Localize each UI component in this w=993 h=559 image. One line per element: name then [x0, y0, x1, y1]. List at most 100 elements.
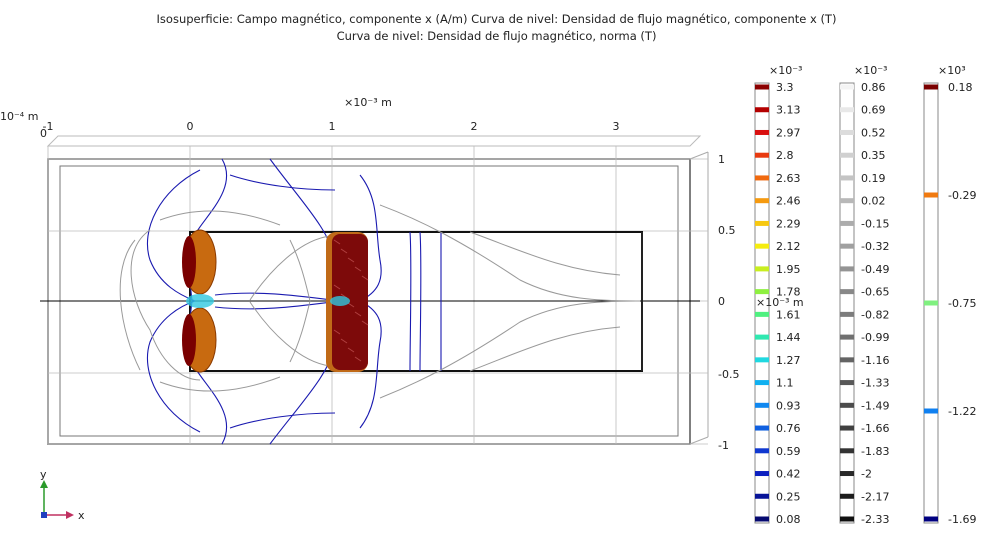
colorbar-label: -2.17 [861, 490, 889, 503]
colorbar-swatch [755, 471, 769, 477]
colorbar-swatch [755, 129, 769, 135]
colorbar-label: -1.66 [861, 422, 889, 435]
colorbar-label: 0.52 [861, 126, 886, 139]
isosurface-texture [333, 284, 341, 290]
colorbar-label: 0.35 [861, 149, 886, 162]
norm-contour [289, 300, 311, 363]
colorbar-swatch [840, 448, 854, 454]
triad-x-label: x [78, 509, 85, 522]
bx-contour [229, 412, 336, 429]
colorbar-label: 1.1 [776, 377, 794, 390]
bx-contour [409, 231, 412, 372]
colorbar-swatch [840, 516, 854, 522]
colorbar-swatch [840, 289, 854, 295]
colorbar-swatch [755, 266, 769, 272]
isosurface-texture [361, 320, 369, 326]
norm-contour [469, 231, 621, 276]
colorbar-label: 0.02 [861, 195, 886, 208]
norm-contour [159, 376, 281, 392]
colorbar-swatch [840, 380, 854, 386]
colorbar-label: 2.12 [776, 240, 801, 253]
colorbar-swatch [755, 357, 769, 363]
isosurface-texture [340, 248, 348, 254]
frame-top-face [46, 135, 702, 147]
colorbar-swatch [840, 471, 854, 477]
triad-x-arrow [66, 511, 74, 519]
colorbar-swatch [840, 357, 854, 363]
axis-triad: yx [40, 468, 85, 522]
colorbar-label: 0.42 [776, 468, 801, 481]
y-tick-label-left: 0 [40, 127, 47, 140]
frame-edge [689, 151, 709, 160]
bx-contour [146, 300, 201, 433]
colorbar-label: -1.22 [948, 405, 976, 418]
isosurface-left-upper-core [182, 236, 196, 288]
norm-contour [159, 210, 281, 226]
colorbar-exponent: ×10³ [938, 64, 966, 77]
isosurface-left-lower-core [182, 314, 196, 366]
colorbar-label: 0.93 [776, 399, 801, 412]
x-tick-label: 1 [329, 120, 336, 133]
x-tick-label: 2 [471, 120, 478, 133]
colorbar-swatch [755, 243, 769, 249]
isosurface-texture [347, 302, 355, 308]
x-tick-label: 3 [613, 120, 620, 133]
colorbar-swatch [755, 402, 769, 408]
colorbar-swatch [755, 220, 769, 226]
colorbar-swatch [840, 311, 854, 317]
colorbar-frame [754, 82, 770, 524]
colorbar-label: -2.33 [861, 513, 889, 526]
colorbar-label: 0.69 [861, 104, 886, 117]
colorbar-swatch [755, 425, 769, 431]
colorbar-swatch [755, 84, 769, 90]
colorbar-label: -0.65 [861, 286, 889, 299]
colorbar-label: -0.32 [861, 240, 889, 253]
isosurface-texture [354, 266, 362, 272]
isosurface-texture [347, 347, 355, 353]
bx-contour [214, 300, 341, 310]
triad-y-label: y [40, 468, 47, 481]
colorbar-label: 1.44 [776, 331, 801, 344]
colorbar-swatch [924, 300, 938, 306]
norm-contour [119, 239, 141, 371]
y-tick-label: -1 [718, 439, 729, 452]
isosurface-texture [333, 239, 341, 245]
colorbar-swatch [840, 220, 854, 226]
isosurfaces [182, 229, 369, 373]
bx-contour [146, 169, 201, 302]
colorbar-exponent: ×10⁻³ [769, 64, 802, 77]
colorbar-swatch [840, 152, 854, 158]
colorbar-swatch [924, 516, 938, 522]
isosurface-axis-pinch-right [330, 296, 350, 306]
colorbar-swatch [840, 266, 854, 272]
y-tick-label: -0.5 [718, 368, 739, 381]
colorbar-swatch [924, 84, 938, 90]
x-tick-label: 0 [187, 120, 194, 133]
isosurface-texture [354, 356, 362, 362]
colorbar-label: -0.75 [948, 297, 976, 310]
colorbar-label: -0.49 [861, 263, 889, 276]
colorbar-frame [839, 82, 855, 524]
colorbar-label: 1.95 [776, 263, 801, 276]
colorbar-label: 3.3 [776, 81, 794, 94]
norm-contour [249, 235, 331, 301]
colorbar-swatch [924, 192, 938, 198]
chart-title-line2: Curva de nivel: Densidad de flujo magnét… [336, 29, 657, 43]
colorbar-Hx: ×10³ 0.18 -0.29 -0.75 -1.22 -1.69 [923, 64, 976, 526]
colorbar-swatch [755, 334, 769, 340]
colorbar-swatch [755, 198, 769, 204]
norm-contour [469, 326, 621, 372]
colorbar-swatch [840, 243, 854, 249]
colorbar-label: 0.18 [948, 81, 973, 94]
colorbar-label: 0.19 [861, 172, 886, 185]
colorbar-label: -0.82 [861, 308, 889, 321]
colorbar-swatch [755, 107, 769, 113]
colorbar-label: -1.16 [861, 354, 889, 367]
norm-contour [130, 229, 201, 381]
colorbar-label: -1.49 [861, 399, 889, 412]
colorbar-swatch [755, 175, 769, 181]
colorbar-Bnorm: ×10⁻³ 0.86 0.69 0.52 0.35 0.19 0.02 -0.15 -0.32 -… [839, 64, 889, 526]
isosurface-texture [361, 275, 369, 281]
colorbar-swatch [755, 289, 769, 295]
bx-contour [419, 231, 422, 372]
